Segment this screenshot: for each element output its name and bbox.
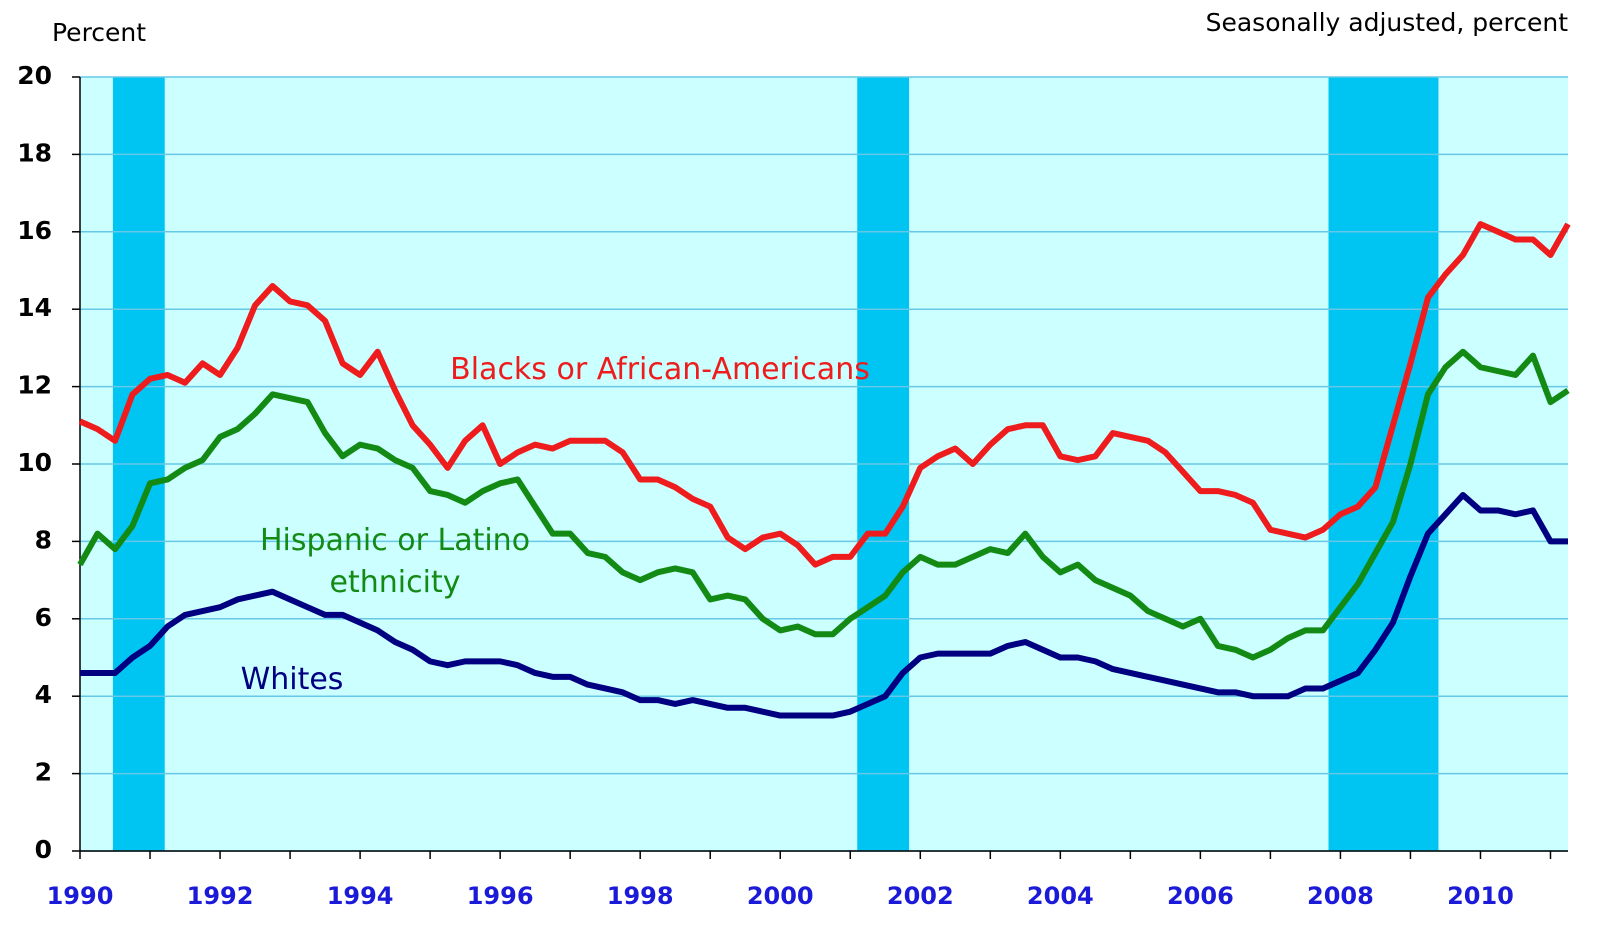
series-label: Whites xyxy=(240,662,344,697)
y-tick-label: 8 xyxy=(35,525,52,554)
x-tick-label: 2002 xyxy=(887,882,954,910)
series-line xyxy=(78,221,1571,568)
x-tick-label: 1990 xyxy=(47,882,114,910)
x-tick-label: 2000 xyxy=(747,882,814,910)
y-axis-label: Percent xyxy=(52,18,147,47)
x-tick-label: 1994 xyxy=(327,882,394,910)
note: Seasonally adjusted, percent xyxy=(1205,8,1568,37)
series-label: Hispanic or Latino ethnicity xyxy=(259,523,531,600)
x-tick-label: 2008 xyxy=(1307,882,1374,910)
x-tick-label: 1998 xyxy=(607,882,674,910)
y-tick-label: 6 xyxy=(35,603,52,632)
series-line xyxy=(77,348,1570,661)
y-tick-label: 2 xyxy=(35,758,52,787)
y-tick-label: 20 xyxy=(17,61,52,90)
y-tick-label: 18 xyxy=(17,138,52,167)
series-label: Blacks or African-Americans xyxy=(450,352,870,387)
y-tick-label: 0 xyxy=(35,835,52,864)
y-tick-label: 16 xyxy=(17,216,52,245)
y-tick-label: 10 xyxy=(17,448,52,477)
y-tick-label: 14 xyxy=(17,293,52,322)
x-tick-label: 2004 xyxy=(1027,882,1094,910)
x-tick-label: 2006 xyxy=(1167,882,1234,910)
series-line xyxy=(80,491,1568,719)
x-tick-label: 1996 xyxy=(467,882,534,910)
y-tick-label: 12 xyxy=(17,371,52,400)
y-tick-label: 4 xyxy=(35,680,52,709)
x-tick-label: 2010 xyxy=(1447,882,1514,910)
x-tick-label: 1992 xyxy=(187,882,254,910)
